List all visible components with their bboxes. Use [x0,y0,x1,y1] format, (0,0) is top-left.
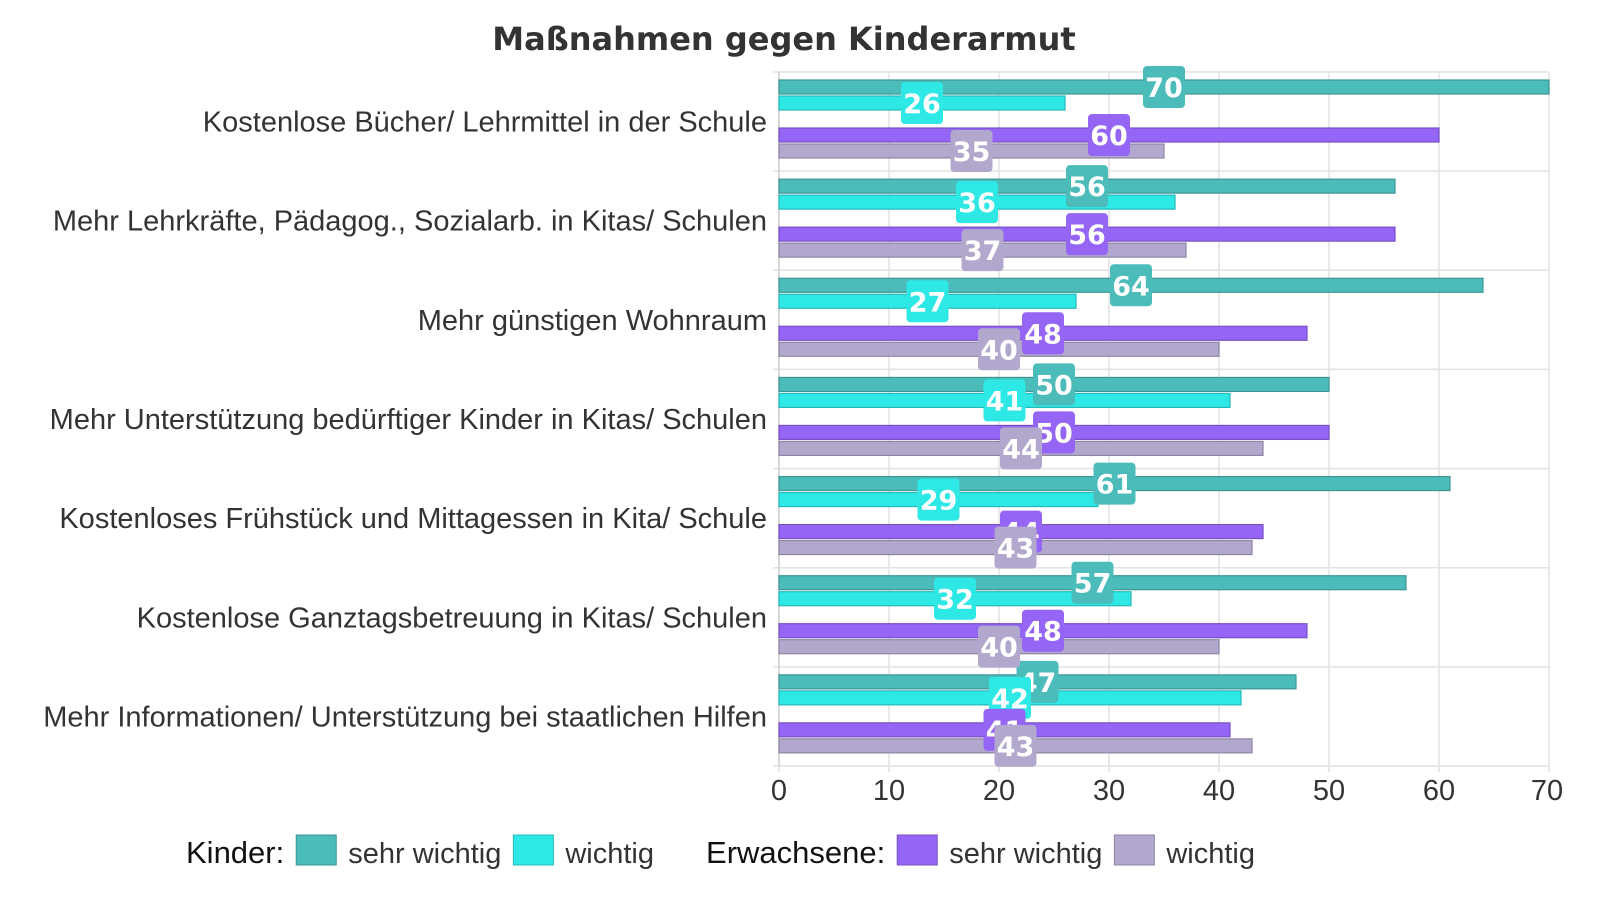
legend-group-label: Erwachsene: [706,835,885,870]
svg-text:43: 43 [997,732,1035,763]
category-label: Kostenloses Frühstück und Mittagessen in… [59,503,767,535]
data-label: 43 [994,526,1037,569]
legend-label: sehr wichtig [348,838,501,870]
legend-swatch [896,834,938,866]
svg-text:64: 64 [1112,271,1150,302]
svg-text:61: 61 [1096,470,1134,501]
data-label: 29 [917,478,960,521]
x-tick-label: 60 [1423,775,1455,807]
data-label: 43 [994,724,1037,767]
data-label: 35 [950,130,993,172]
chart-title: Maßnahmen gegen Kinderarmut [492,20,1075,58]
svg-text:70: 70 [1145,73,1183,104]
data-label: 56 [1066,213,1108,256]
data-label: 50 [1033,363,1075,406]
x-tick-label: 40 [1203,775,1235,807]
legend-label: wichtig [1165,838,1255,870]
svg-text:37: 37 [964,236,1002,267]
svg-text:36: 36 [958,188,996,219]
grid [773,71,1550,772]
legend-label: sehr wichtig [949,838,1102,870]
category-label: Kostenlose Bücher/ Lehrmittel in der Sch… [203,107,767,139]
data-label: 56 [1066,165,1108,208]
data-label: 36 [956,181,998,224]
legend: Kinder: sehr wichtig wichtig Erwachsene: seh… [186,834,1255,870]
svg-text:41: 41 [986,386,1024,417]
data-label: 41 [983,379,1026,422]
svg-text:29: 29 [920,486,958,517]
data-label: 37 [961,229,1004,272]
data-labels: 7056645061574726362741293242605648504448… [901,66,1185,767]
svg-text:35: 35 [953,137,991,168]
x-tick-label: 70 [1531,775,1563,807]
data-label: 57 [1071,561,1114,604]
data-label: 70 [1143,66,1185,108]
svg-text:40: 40 [980,335,1018,366]
svg-text:56: 56 [1068,172,1106,203]
data-label: 27 [906,280,949,323]
legend-swatch [295,834,337,866]
svg-text:27: 27 [909,287,947,318]
x-tick-label: 0 [771,775,787,807]
svg-text:57: 57 [1074,569,1112,600]
x-tick-label: 30 [1093,775,1125,807]
data-label: 50 [1033,411,1075,454]
data-label: 48 [1022,609,1064,652]
legend-swatch [512,834,554,866]
legend-swatch [1113,834,1155,866]
svg-text:32: 32 [936,585,974,616]
data-label: 44 [1000,427,1042,470]
data-label: 32 [934,577,976,620]
svg-text:56: 56 [1068,220,1106,251]
category-labels: Kostenlose Bücher/ Lehrmittel in der Sch… [43,107,767,734]
category-label: Kostenlose Ganztagsbetreuung in Kitas/ S… [137,602,767,634]
data-label: 64 [1110,264,1152,307]
legend-label: wichtig [564,838,654,870]
category-label: Mehr Lehrkräfte, Pädagog., Sozialarb. in… [53,206,767,238]
x-tick-label: 50 [1313,775,1345,807]
data-label: 60 [1088,114,1130,156]
svg-text:26: 26 [903,89,941,120]
bars [778,79,1550,754]
x-tick-label: 20 [983,775,1015,807]
category-label: Mehr Unterstützung bedürftiger Kinder in… [50,404,767,436]
svg-text:40: 40 [980,633,1018,664]
svg-text:43: 43 [997,534,1035,565]
data-label: 40 [978,328,1020,371]
svg-text:48: 48 [1024,617,1062,648]
svg-text:50: 50 [1035,370,1073,401]
data-label: 26 [901,82,943,124]
svg-text:48: 48 [1024,319,1062,350]
x-axis-ticks: 0 10 20 30 40 50 60 70 [771,775,1563,807]
svg-text:60: 60 [1090,121,1128,152]
data-label: 48 [1022,312,1064,355]
data-label: 40 [978,625,1020,668]
legend-group-label: Kinder: [186,835,284,870]
category-label: Mehr Informationen/ Unterstützung bei st… [43,701,767,733]
data-label: 61 [1093,462,1136,505]
category-label: Mehr günstigen Wohnraum [418,305,767,337]
svg-text:44: 44 [1002,434,1040,465]
x-tick-label: 10 [873,775,905,807]
